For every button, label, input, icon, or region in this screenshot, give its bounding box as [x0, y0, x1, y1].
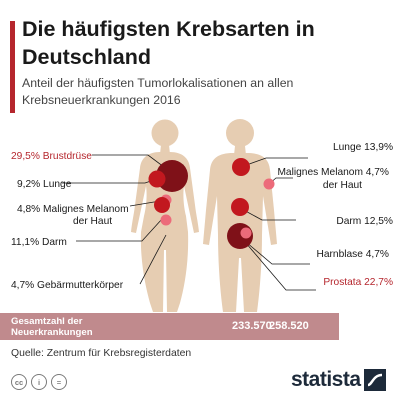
label-melanom-f-line1: 4,8% Malignes Melanom	[17, 204, 129, 215]
source-note: Quelle: Zentrum für Krebsregisterdaten	[11, 348, 192, 359]
label-harnblase: Harnblase 4,7%	[317, 249, 390, 260]
label-melanom-m-line2: der Haut	[323, 180, 362, 191]
bubble-melanom-m	[263, 178, 275, 190]
label-lunge-f: 9,2% Lunge	[17, 179, 72, 190]
total-male-value: 258.520	[269, 320, 309, 332]
totals-bar	[0, 313, 339, 340]
bubble-harnblase	[240, 227, 252, 239]
license-icons: cc i =	[11, 374, 67, 394]
bubble-darm-m	[231, 198, 249, 216]
label-darm-m: Darm 12,5%	[336, 216, 393, 227]
label-melanom-m-line1: Malignes Melanom 4,7%	[277, 167, 389, 178]
brand-name: statista	[291, 368, 361, 391]
totals-label: Gesamtzahl der Neuerkrankungen	[11, 316, 121, 338]
attribution-icon[interactable]: i	[31, 374, 47, 390]
statista-brand[interactable]: statista	[291, 368, 386, 392]
no-derivatives-icon[interactable]: =	[51, 374, 67, 390]
leader-line-darm-f	[76, 218, 163, 242]
totals-label-line2: Neuerkrankungen	[11, 327, 93, 338]
statista-logo-icon	[363, 369, 386, 391]
label-darm-f: 11,1% Darm	[11, 237, 67, 248]
title-accent-bar	[10, 21, 15, 113]
page-title: Die häufigsten Krebsarten in Deutschland	[22, 17, 315, 69]
label-lunge-m: Lunge 13,9%	[333, 142, 393, 153]
bubble-lunge-f	[148, 170, 166, 188]
bubble-darm-f	[154, 197, 170, 213]
page-subtitle: Anteil der häufigsten Tumorlokalisatione…	[22, 76, 294, 107]
bubble-brustdruese	[156, 160, 188, 192]
bubble-lunge-m	[232, 158, 250, 176]
leader-line-prostata	[239, 235, 316, 291]
female-silhouette	[131, 119, 199, 312]
leader-line-harnblase	[245, 241, 310, 265]
label-prostata: Prostata 22,7%	[323, 277, 393, 288]
cc-icon[interactable]: cc	[11, 374, 27, 390]
label-gebaermutter: 4,7% Gebärmutterkörper	[11, 280, 124, 291]
bubble-gebaermutter	[160, 214, 172, 226]
total-female-value: 233.570	[232, 320, 272, 332]
leader-line-gebaermutter	[139, 234, 167, 285]
label-melanom-f-line2: der Haut	[73, 216, 112, 227]
totals-label-line1: Gesamtzahl der	[11, 316, 83, 327]
label-brustdruese: 29,5% Brustdrüse	[11, 151, 92, 162]
